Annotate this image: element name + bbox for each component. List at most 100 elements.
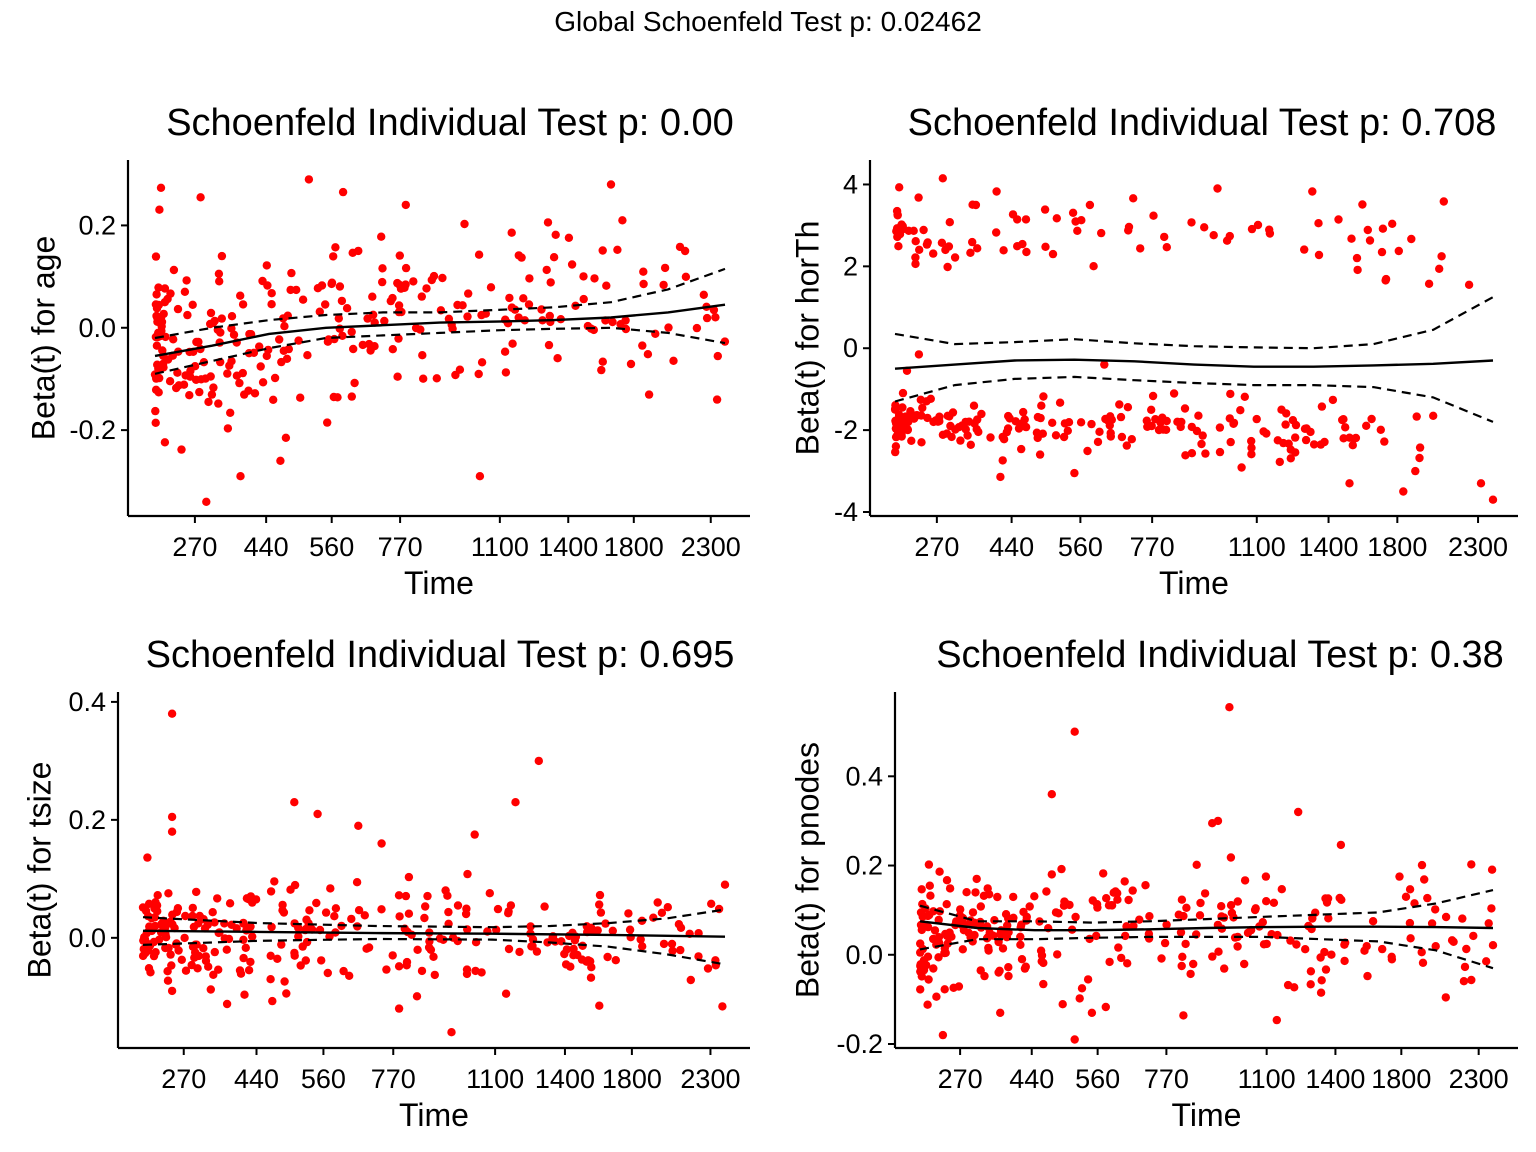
data-point: [613, 245, 622, 254]
data-point: [519, 294, 528, 303]
data-point: [962, 888, 971, 897]
fit-line: [142, 929, 726, 938]
data-point: [1076, 418, 1086, 427]
data-point: [543, 218, 553, 227]
data-point: [507, 228, 516, 237]
data-point: [382, 965, 391, 974]
data-point: [438, 273, 447, 283]
data-point: [1093, 437, 1103, 447]
data-point: [191, 940, 200, 949]
data-point: [995, 966, 1004, 975]
data-point: [999, 246, 1008, 255]
data-point: [1487, 865, 1497, 874]
data-point: [339, 966, 348, 976]
data-point: [998, 944, 1008, 953]
data-point: [303, 351, 312, 360]
data-point: [1247, 436, 1256, 446]
data-point: [686, 975, 695, 985]
data-point: [579, 272, 588, 281]
data-point: [267, 922, 276, 932]
data-point: [973, 244, 982, 253]
data-point: [334, 314, 343, 323]
data-point: [1308, 914, 1317, 923]
data-point: [1197, 439, 1206, 449]
data-point: [304, 175, 314, 184]
data-point: [1071, 912, 1080, 922]
y-tick-label: 0.2: [78, 210, 116, 240]
data-point: [680, 246, 690, 256]
data-point: [676, 923, 686, 932]
data-point: [317, 956, 326, 965]
x-axis-title: Time: [399, 1097, 469, 1133]
data-point: [155, 205, 164, 214]
data-point: [331, 904, 341, 913]
data-point: [1209, 231, 1218, 240]
data-point: [1009, 913, 1018, 922]
data-point: [477, 358, 487, 367]
y-tick-label: 0.2: [68, 805, 106, 835]
data-point: [1226, 437, 1235, 447]
data-point: [935, 867, 944, 876]
y-axis-title: Beta(t) for age: [25, 236, 61, 441]
data-point: [279, 908, 289, 917]
data-point: [321, 908, 331, 917]
data-point: [167, 986, 177, 996]
data-point: [971, 888, 980, 897]
x-axis-title: Time: [1159, 565, 1229, 601]
data-point: [429, 271, 439, 281]
data-point: [329, 252, 338, 261]
data-point: [702, 313, 712, 323]
data-point: [1306, 980, 1315, 989]
data-point: [177, 955, 186, 964]
data-point: [984, 946, 993, 955]
data-point: [940, 985, 949, 994]
data-point: [190, 362, 200, 371]
data-point: [327, 278, 337, 287]
data-point: [565, 931, 574, 941]
data-point: [1039, 979, 1048, 989]
data-point: [335, 282, 345, 291]
data-point: [511, 798, 520, 807]
data-point: [477, 310, 486, 320]
data-point: [1057, 864, 1066, 874]
data-point: [268, 996, 277, 1006]
data-point: [280, 322, 289, 331]
data-point: [477, 968, 486, 977]
data-point: [192, 887, 201, 897]
data-point: [164, 943, 173, 953]
data-point: [954, 982, 964, 991]
data-point: [582, 957, 591, 966]
data-point: [938, 1030, 948, 1040]
data-point: [1460, 962, 1470, 972]
data-point: [239, 918, 248, 928]
data-point: [1320, 437, 1329, 447]
y-tick-label: 2: [843, 251, 858, 281]
y-tick-label: 0.4: [845, 761, 883, 791]
data-point: [165, 377, 175, 386]
data-point: [1365, 236, 1375, 245]
data-point: [1291, 448, 1300, 457]
x-axis-title: Time: [404, 565, 474, 601]
data-point: [1277, 405, 1286, 414]
data-point: [1142, 416, 1152, 425]
data-point: [421, 902, 430, 911]
data-point: [1154, 425, 1164, 435]
data-point: [204, 397, 213, 407]
data-point: [248, 932, 257, 941]
data-point: [185, 391, 194, 400]
data-point: [711, 313, 720, 322]
data-point: [1160, 938, 1170, 948]
data-point: [1182, 903, 1191, 912]
panel-title: Schoenfeld Individual Test p: 0.38: [936, 634, 1504, 676]
data-point: [1381, 274, 1391, 284]
data-point: [347, 327, 356, 337]
data-point: [181, 966, 191, 975]
data-point: [1025, 902, 1034, 911]
data-point: [1036, 946, 1046, 955]
data-point: [1048, 418, 1057, 427]
data-point: [173, 368, 182, 377]
data-point: [246, 957, 255, 967]
data-point: [915, 245, 924, 254]
data-point: [694, 952, 703, 961]
